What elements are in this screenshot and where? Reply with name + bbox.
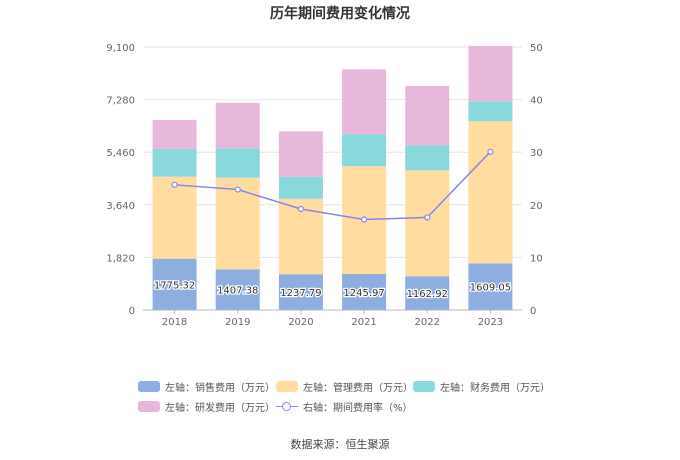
legend-item-admin[interactable]: 左轴：管理费用（万元） bbox=[276, 379, 413, 394]
expense-ratio-point bbox=[487, 148, 494, 155]
bar-segment-1 bbox=[215, 269, 260, 310]
bar-segment-4 bbox=[152, 119, 197, 149]
expense-ratio-point bbox=[424, 214, 431, 221]
y-left-tick-label: 5,460 bbox=[106, 148, 135, 159]
y-right-tick-label: 10 bbox=[530, 253, 543, 264]
bar-data-label: 1245.97 bbox=[343, 288, 384, 299]
bar-segment-4 bbox=[468, 45, 513, 102]
legend-label-rd: 左轴：研发费用（万元） bbox=[165, 403, 275, 414]
expense-ratio-point bbox=[171, 181, 178, 188]
bar-segment-1 bbox=[342, 273, 387, 310]
expense-ratio-point bbox=[297, 205, 305, 213]
y-left-tick-label: 1,820 bbox=[106, 253, 135, 264]
bar-segment-3 bbox=[342, 134, 387, 167]
y-right-tick-label: 20 bbox=[530, 201, 543, 212]
x-tick-label: 2018 bbox=[162, 317, 187, 328]
x-tick-label: 2019 bbox=[225, 317, 250, 328]
bar-segment-2 bbox=[405, 170, 450, 277]
expense-ratio-line bbox=[174, 151, 491, 221]
legend-item-rd[interactable]: 左轴：研发费用（万元） bbox=[138, 399, 275, 414]
bar-segment-3 bbox=[278, 176, 323, 199]
legend-swatch-admin bbox=[276, 381, 298, 392]
bar-segment-4 bbox=[405, 85, 450, 146]
bar-segment-4 bbox=[342, 69, 387, 135]
bar-segment-4 bbox=[215, 102, 260, 149]
chart-title: 历年期间费用变化情况 bbox=[270, 6, 410, 22]
legend-line-icon bbox=[276, 401, 298, 412]
bar-segment-1 bbox=[468, 263, 513, 310]
legend-label-sales: 左轴：销售费用（万元） bbox=[165, 383, 275, 394]
y-right-tick-label: 0 bbox=[530, 306, 536, 317]
y-right-tick-label: 50 bbox=[530, 43, 543, 54]
legend-label-expense-ratio: 右轴：期间费用率（%） bbox=[303, 403, 413, 414]
legend-swatch-rd bbox=[138, 401, 160, 412]
bar-segment-4 bbox=[278, 131, 323, 177]
bar-segment-1 bbox=[152, 258, 197, 310]
data-source: 数据来源：恒生聚源 bbox=[290, 438, 390, 451]
bar-segment-3 bbox=[405, 145, 450, 171]
bar-segment-3 bbox=[215, 148, 260, 178]
legend-item-finance[interactable]: 左轴：财务费用（万元） bbox=[413, 379, 550, 394]
legend-label-admin: 左轴：管理费用（万元） bbox=[303, 383, 413, 394]
bar-segment-2 bbox=[215, 177, 260, 270]
x-tick-label: 2022 bbox=[415, 317, 440, 328]
y-left-tick-label: 9,100 bbox=[106, 43, 135, 54]
bar-segment-1 bbox=[405, 276, 450, 310]
legend-item-expense-ratio[interactable]: 右轴：期间费用率（%） bbox=[276, 399, 413, 414]
bar-data-label: 1775.32 bbox=[154, 280, 195, 291]
legend-label-finance: 左轴：财务费用（万元） bbox=[440, 383, 550, 394]
y-left-tick-label: 3,640 bbox=[106, 201, 135, 212]
x-tick-label: 2023 bbox=[478, 317, 503, 328]
expense-ratio-point bbox=[234, 186, 241, 193]
bar-segment-2 bbox=[152, 176, 197, 259]
bar-segment-2 bbox=[468, 121, 513, 264]
x-tick-label: 2020 bbox=[288, 317, 313, 328]
legend-swatch-sales bbox=[138, 381, 160, 392]
y-right-tick-label: 30 bbox=[530, 148, 543, 159]
y-left-tick-label: 7,280 bbox=[106, 96, 135, 107]
bar-segment-3 bbox=[152, 148, 197, 177]
legend-item-sales[interactable]: 左轴：销售费用（万元） bbox=[138, 379, 275, 394]
legend-swatch-finance bbox=[413, 381, 435, 392]
bar-data-label: 1407.38 bbox=[217, 286, 258, 297]
bar-data-label: 1609.05 bbox=[470, 283, 511, 294]
x-tick-label: 2021 bbox=[351, 317, 376, 328]
bar-segment-1 bbox=[278, 274, 323, 310]
bar-data-label: 1237.79 bbox=[280, 288, 321, 299]
y-left-tick-label: 0 bbox=[129, 306, 135, 317]
expense-ratio-point bbox=[360, 216, 368, 223]
y-right-tick-label: 40 bbox=[530, 96, 543, 107]
bar-data-label: 1162.92 bbox=[407, 289, 448, 300]
bar-segment-3 bbox=[468, 101, 513, 122]
